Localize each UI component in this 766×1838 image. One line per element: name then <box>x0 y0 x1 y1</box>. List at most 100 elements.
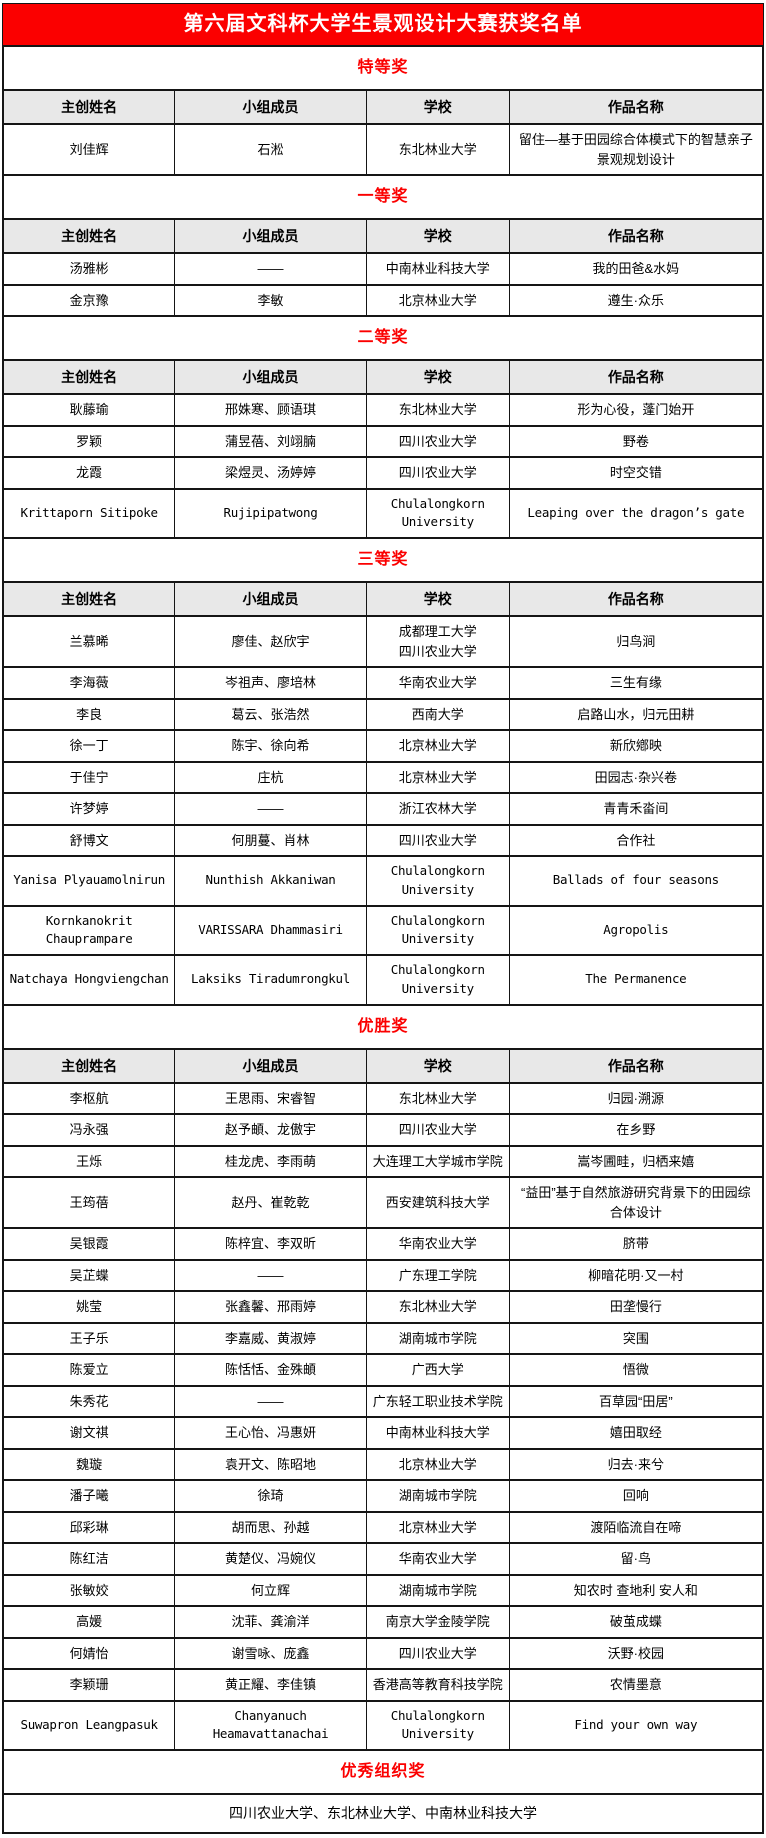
cell-school: 浙江农林大学 <box>365 792 510 826</box>
table-row: 王烁 桂龙虎、李雨萌 大连理工大学城市学院 嵩岑圃畦，归栖来嬉 <box>2 1144 764 1178</box>
table-row: 舒博文 何朋蔓、肖林 四川农业大学 合作社 <box>2 823 764 857</box>
cell-school: Chulalongkorn University <box>365 904 510 956</box>
table-row: 罗颖 蒲昱蓓、刘翊腩 四川农业大学 野卷 <box>2 424 764 458</box>
column-header: 学校 <box>365 1047 510 1084</box>
cell-work: 破茧成蝶 <box>508 1605 764 1639</box>
cell-members: —— <box>174 1384 367 1418</box>
section-label-1: 一等奖 <box>2 174 764 220</box>
cell-members: 李敏 <box>174 283 367 317</box>
cell-work: 知农时 查地利 安人和 <box>508 1573 764 1607</box>
column-header: 主创姓名 <box>2 1047 176 1084</box>
column-header: 作品名称 <box>508 1047 764 1084</box>
cell-author: 邱彩琳 <box>2 1510 176 1544</box>
table-row: 许梦婷 —— 浙江农林大学 青青禾畓间 <box>2 792 764 826</box>
cell-members: 王思雨、宋睿智 <box>174 1081 367 1115</box>
cell-members: Chanyanuch Heamavattanachai <box>174 1699 367 1751</box>
cell-school: 广东轻工职业技术学院 <box>365 1384 510 1418</box>
cell-members: Laksiks Tiradumrongkul <box>174 954 367 1006</box>
header-row: 主创姓名 小组成员 学校 作品名称 <box>2 359 764 395</box>
awards-table: 特等奖 主创姓名 小组成员 学校 作品名称 刘佳辉 石淞 东北林业大学 留住—基于田园综合体模式… <box>2 45 764 1834</box>
cell-work: 形为心役，蓬门始开 <box>508 393 764 427</box>
cell-members: 何朋蔓、肖林 <box>174 823 367 857</box>
cell-work: 百草园“田居” <box>508 1384 764 1418</box>
cell-work: 脐带 <box>508 1227 764 1261</box>
cell-school: Chulalongkorn University <box>365 954 510 1006</box>
cell-work: 渡陌临流自在啼 <box>508 1510 764 1544</box>
cell-author: 兰慕晞 <box>2 615 176 668</box>
cell-author: 张敏姣 <box>2 1573 176 1607</box>
cell-author: Kornkanokrit Chauprampare <box>2 904 176 956</box>
section-row: 优秀组织奖 <box>2 1749 764 1795</box>
table-row: 冯永强 赵予頔、龙傲宇 四川农业大学 在乡野 <box>2 1113 764 1147</box>
cell-work: 三生有缘 <box>508 666 764 700</box>
cell-work: 突围 <box>508 1321 764 1355</box>
cell-work: “益田”基于自然旅游研究背景下的田园综合体设计 <box>508 1176 764 1229</box>
cell-members: 廖佳、赵欣宇 <box>174 615 367 668</box>
table-row: 金京豫 李敏 北京林业大学 遵生·众乐 <box>2 283 764 317</box>
cell-school: 北京林业大学 <box>365 1510 510 1544</box>
cell-school: 东北林业大学 <box>365 393 510 427</box>
cell-school: Chulalongkorn University <box>365 487 510 539</box>
cell-members: 岑祖声、廖培林 <box>174 666 367 700</box>
cell-work: 悟微 <box>508 1353 764 1387</box>
section-row: 二等奖 <box>2 315 764 361</box>
cell-school: 湖南城市学院 <box>365 1479 510 1513</box>
table-row: 刘佳辉 石淞 东北林业大学 留住—基于田园综合体模式下的智慧亲子景观规划设计 <box>2 123 764 176</box>
cell-school: 北京林业大学 <box>365 1447 510 1481</box>
cell-school: 南京大学金陵学院 <box>365 1605 510 1639</box>
cell-members: 庄杭 <box>174 760 367 794</box>
header-row: 主创姓名 小组成员 学校 作品名称 <box>2 89 764 125</box>
table-row: 汤雅彬 —— 中南林业科技大学 我的田爸&水妈 <box>2 252 764 286</box>
cell-members: 桂龙虎、李雨萌 <box>174 1144 367 1178</box>
cell-school: 北京林业大学 <box>365 729 510 763</box>
table-row: 徐一丁 陈宇、徐向希 北京林业大学 新欣鄕映 <box>2 729 764 763</box>
cell-work: 遵生·众乐 <box>508 283 764 317</box>
cell-school: 四川农业大学 <box>365 456 510 490</box>
cell-school: 东北林业大学 <box>365 123 510 176</box>
cell-school: 四川农业大学 <box>365 424 510 458</box>
cell-author: 舒博文 <box>2 823 176 857</box>
cell-school: 四川农业大学 <box>365 1636 510 1670</box>
cell-author: 徐一丁 <box>2 729 176 763</box>
cell-school: 东北林业大学 <box>365 1081 510 1115</box>
cell-members: 李嘉威、黄淑婷 <box>174 1321 367 1355</box>
cell-members: 陈宇、徐向希 <box>174 729 367 763</box>
column-header: 主创姓名 <box>2 218 176 254</box>
cell-members: 张鑫馨、邢雨婷 <box>174 1290 367 1324</box>
cell-author: 汤雅彬 <box>2 252 176 286</box>
table-row: 魏璇 袁开文、陈昭地 北京林业大学 归去·来兮 <box>2 1447 764 1481</box>
cell-school: 大连理工大学城市学院 <box>365 1144 510 1178</box>
cell-author: Suwapron Leangpasuk <box>2 1699 176 1751</box>
table-row: Kornkanokrit Chauprampare VARISSARA Dhamm… <box>2 904 764 956</box>
cell-work: The Permanence <box>508 954 764 1006</box>
cell-school: 北京林业大学 <box>365 283 510 317</box>
table-row: 陈红洁 黄楚仪、冯婉仪 华南农业大学 留·鸟 <box>2 1542 764 1576</box>
cell-work: 沃野·校园 <box>508 1636 764 1670</box>
cell-author: 陈爱立 <box>2 1353 176 1387</box>
cell-members: 石淞 <box>174 123 367 176</box>
cell-school: 香港高等教育科技学院 <box>365 1668 510 1702</box>
cell-work: Find your own way <box>508 1699 764 1751</box>
cell-members: Rujipipatwong <box>174 487 367 539</box>
cell-school: 华南农业大学 <box>365 1227 510 1261</box>
table-row: 李枢航 王思雨、宋睿智 东北林业大学 归园·溯源 <box>2 1081 764 1115</box>
table-row: 兰慕晞 廖佳、赵欣宇 成都理工大学 四川农业大学 归鸟涧 <box>2 615 764 668</box>
table-row: 邱彩琳 胡而思、孙越 北京林业大学 渡陌临流自在啼 <box>2 1510 764 1544</box>
table-row: Suwapron Leangpasuk Chanyanuch Heamavatta… <box>2 1699 764 1751</box>
column-header: 作品名称 <box>508 89 764 125</box>
cell-members: —— <box>174 1258 367 1292</box>
table-row: 李颖珊 黄正耀、李佳镇 香港高等教育科技学院 农情墨意 <box>2 1668 764 1702</box>
cell-members: 何立辉 <box>174 1573 367 1607</box>
cell-school: 中南林业科技大学 <box>365 1416 510 1450</box>
section-label-3: 三等奖 <box>2 537 764 583</box>
org-award-label: 优秀组织奖 <box>2 1749 764 1795</box>
cell-members: 葛云、张浩然 <box>174 697 367 731</box>
section-row: 三等奖 <box>2 537 764 583</box>
cell-work: 留·鸟 <box>508 1542 764 1576</box>
cell-work: 归鸟涧 <box>508 615 764 668</box>
column-header: 小组成员 <box>174 581 367 617</box>
cell-members: 沈菲、龚渝洋 <box>174 1605 367 1639</box>
cell-members: 王心怡、冯惠妍 <box>174 1416 367 1450</box>
cell-members: —— <box>174 792 367 826</box>
cell-work: 新欣鄕映 <box>508 729 764 763</box>
